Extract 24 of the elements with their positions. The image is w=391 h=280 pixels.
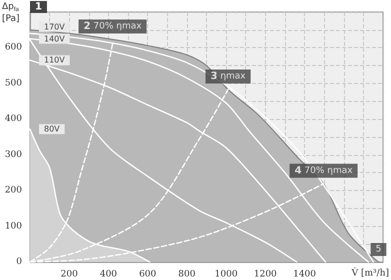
y-tick-label: 200 bbox=[4, 186, 22, 196]
x-tick-label: 1400 bbox=[293, 270, 316, 280]
y-tick-label: 400 bbox=[4, 114, 22, 124]
y-tick-label: 100 bbox=[4, 221, 22, 232]
y-tick-label: 500 bbox=[4, 78, 22, 88]
annotation: 2 70% ηmax bbox=[84, 21, 142, 32]
x-tick-label: 800 bbox=[178, 270, 196, 280]
annotation: 5 bbox=[376, 244, 382, 254]
series-label: 140V bbox=[44, 34, 66, 44]
x-tick-label: 1200 bbox=[254, 270, 278, 280]
series-label: 110V bbox=[44, 56, 66, 65]
x-axis-title: V̇ [m³/h] bbox=[350, 266, 390, 278]
y-tick-label: 0 bbox=[16, 257, 22, 267]
series-label: 170V bbox=[44, 22, 66, 32]
x-tick-label: 1000 bbox=[214, 270, 238, 280]
y-tick-label: 600 bbox=[4, 42, 22, 53]
annotation: 4 70% ηmax bbox=[294, 165, 354, 176]
x-tick-label: 200 bbox=[60, 270, 78, 280]
x-tick-label: 400 bbox=[100, 270, 118, 280]
annotation: 3 ηmax bbox=[210, 71, 246, 82]
series-label: 80V bbox=[44, 124, 60, 134]
y-tick-label: 300 bbox=[4, 150, 22, 160]
x-tick-label: 600 bbox=[139, 270, 157, 280]
annotation: 1 bbox=[35, 2, 42, 12]
